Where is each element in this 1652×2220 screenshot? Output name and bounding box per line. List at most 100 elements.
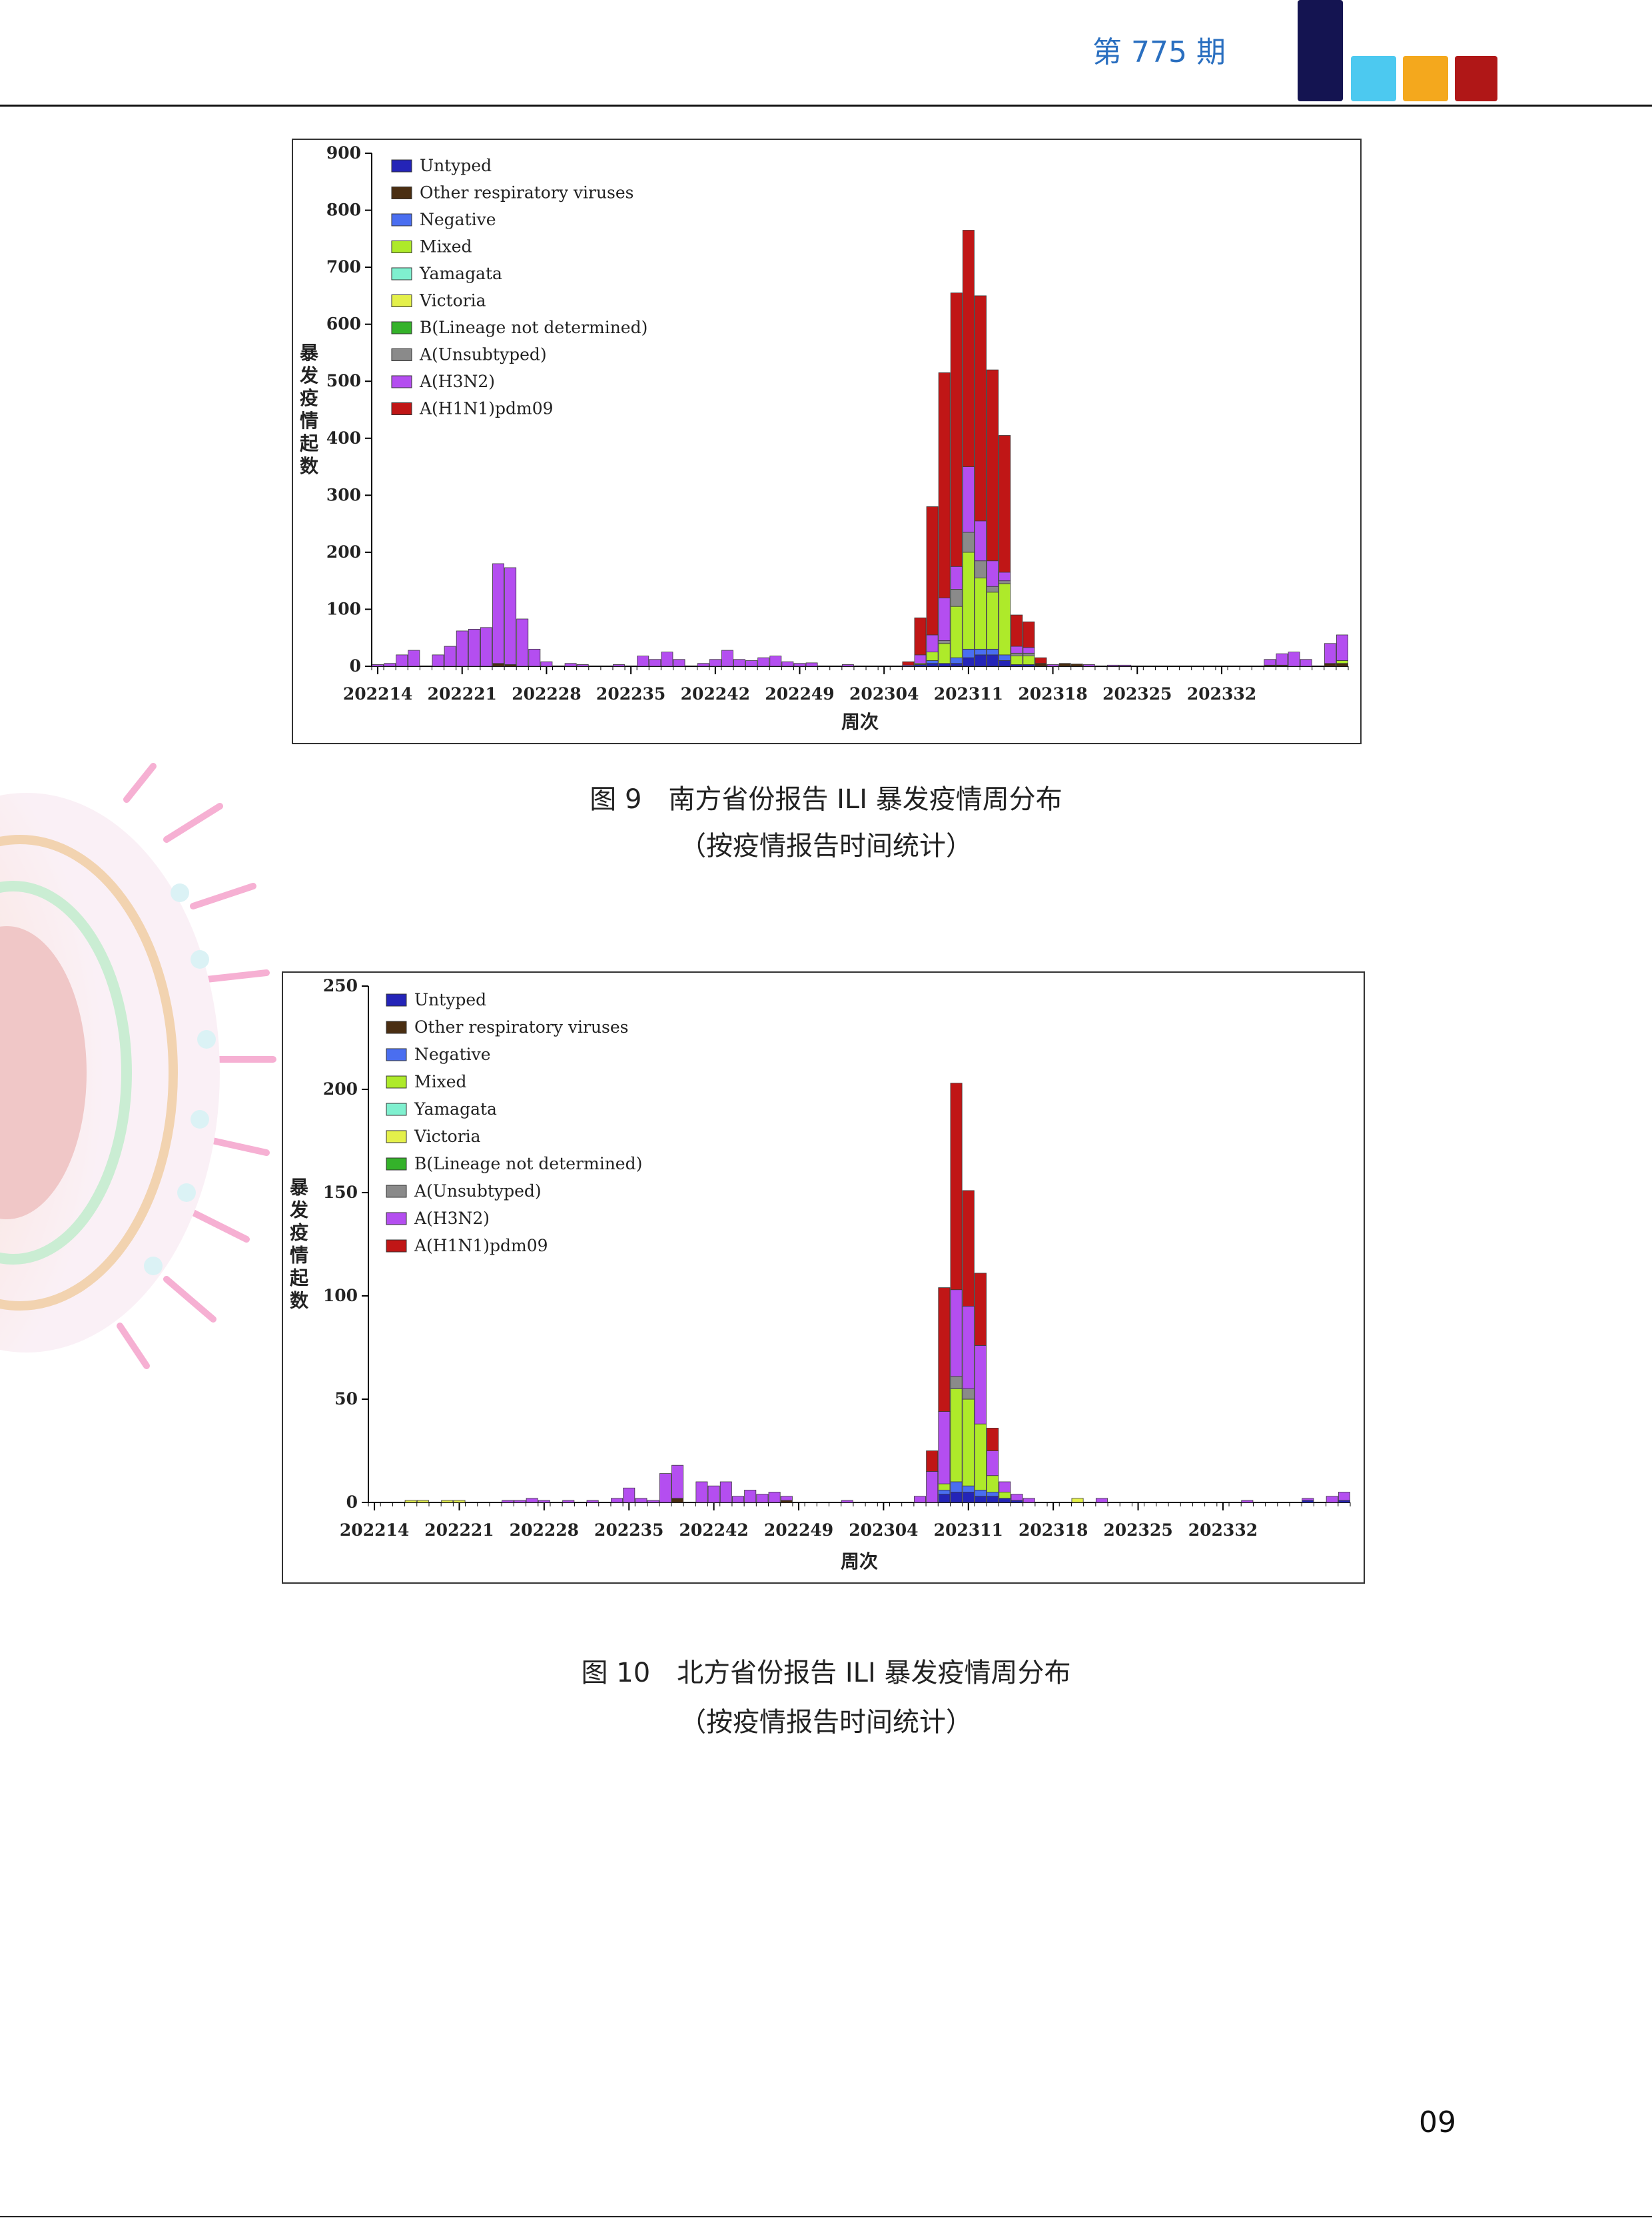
bar-segment (1107, 664, 1120, 667)
bar-segment (1011, 656, 1023, 665)
bar-segment (613, 664, 625, 667)
bar-segment (733, 659, 745, 667)
legend-label: A(H3N2) (419, 372, 495, 391)
bar-segment (768, 1492, 781, 1503)
bar-segment (913, 1496, 926, 1503)
legend-swatch (386, 1103, 407, 1116)
bar-segment (659, 1473, 671, 1503)
bar-segment (999, 1492, 1011, 1499)
bar-segment (987, 1492, 999, 1497)
legend-label: Yamagata (419, 264, 502, 283)
bar-segment (756, 1494, 769, 1503)
y-axis-title-char: 情 (300, 410, 318, 432)
bar-segment (528, 648, 541, 667)
bar-segment (408, 650, 420, 667)
bar-segment (1119, 664, 1132, 667)
bar-segment (709, 659, 721, 667)
legend-swatch (386, 993, 407, 1007)
bar-segment (1023, 1498, 1035, 1503)
bar-segment (938, 643, 951, 664)
bar-segment (962, 1398, 975, 1486)
bar-segment (502, 1500, 514, 1503)
y-axis-title-char: 情 (290, 1245, 308, 1267)
legend-label: Untyped (420, 156, 492, 175)
bar-segment (1011, 652, 1023, 656)
bar-segment (974, 1490, 987, 1497)
y-axis-title-char: 暴 (290, 1177, 309, 1199)
bar-segment (745, 660, 758, 667)
bar-segment (938, 1494, 951, 1503)
bar-segment (999, 660, 1011, 667)
bar-segment (1011, 1500, 1023, 1503)
bar-segment (926, 634, 939, 653)
bar-segment (950, 1083, 963, 1291)
bar-segment (950, 1289, 963, 1377)
bar-segment (384, 663, 396, 667)
bar-segment (404, 1500, 417, 1503)
y-tick-label: 250 (323, 976, 358, 995)
chart-north: 0 50 100 150 200 250 202214 202221 202228 202235 2… (282, 971, 1365, 1584)
bar-segment (975, 577, 987, 650)
legend-swatch (391, 241, 412, 253)
bar-segment (999, 580, 1011, 584)
bar-segment (695, 1481, 708, 1503)
bar-segment (781, 661, 794, 667)
bar-segment (444, 646, 456, 667)
legend-swatch (386, 1212, 407, 1225)
bar-segment (962, 657, 975, 667)
bar-segment (647, 1500, 659, 1503)
bar-segment (480, 627, 492, 667)
bar-segment (719, 1481, 732, 1503)
chart-north-svg: 0 50 100 150 200 250 202214 202221 202228 202235 2… (289, 976, 1351, 1572)
page-number: 09 (1419, 2105, 1456, 2139)
bar-segment (987, 1450, 999, 1476)
y-tick-label: 200 (323, 1079, 358, 1099)
bar-segment (564, 663, 577, 667)
header-rule (0, 105, 1652, 107)
figure-9-caption: 图 9 南方省份报告 ILI 暴发疫情周分布 (590, 784, 1062, 815)
bar-segment (661, 652, 673, 667)
bar-segment (987, 560, 999, 587)
y-tick-label: 900 (326, 143, 361, 163)
legend-swatch (386, 1048, 407, 1061)
bar-segment (999, 1481, 1011, 1492)
bar-segment (950, 1376, 963, 1389)
figure-10-subcaption: （按疫情报告时间统计） (679, 1707, 973, 1738)
bar-segment (721, 650, 733, 667)
bar-segment (962, 1388, 975, 1400)
bar-segment (562, 1500, 575, 1503)
x-tick-label: 202235 (596, 684, 665, 704)
bar-segment (975, 654, 987, 667)
y-tick-label: 0 (350, 656, 361, 676)
legend-swatch (386, 1239, 407, 1253)
bar-segment (999, 1498, 1011, 1503)
y-axis-title-char: 疫 (300, 387, 318, 409)
bar-segment (1023, 652, 1035, 656)
legend-label: B(Lineage not determined) (414, 1154, 642, 1173)
x-axis-title: 周次 (841, 1550, 878, 1572)
bar-segment (1264, 659, 1276, 666)
bar-segment (1300, 659, 1312, 667)
chart-south: 0 100 200 300 400 500 600 700 800 900 202214 202221… (292, 139, 1362, 744)
bar-segment (1302, 1498, 1314, 1501)
bar-segment (1338, 1492, 1350, 1501)
bar-segment (441, 1500, 454, 1503)
bar-segment (1034, 657, 1047, 664)
bar-segment (576, 664, 589, 667)
y-tick-label: 500 (326, 371, 361, 390)
y-tick-label: 800 (326, 201, 361, 220)
bar-segment (962, 532, 975, 553)
bar-segment (757, 657, 770, 667)
bar-segment (514, 1500, 526, 1503)
legend-swatch (391, 187, 412, 199)
bar-segment (416, 1500, 429, 1503)
bar-segment (1058, 663, 1071, 667)
bar-segment (987, 1475, 999, 1492)
bar-segment (962, 1492, 975, 1503)
bar-segment (950, 1388, 963, 1482)
bar-segment (1095, 1498, 1108, 1503)
header-block-navy (1298, 0, 1343, 101)
x-tick-label: 202318 (1019, 1520, 1088, 1540)
bar-segment (707, 1485, 720, 1503)
bar-segment (1011, 1494, 1023, 1501)
